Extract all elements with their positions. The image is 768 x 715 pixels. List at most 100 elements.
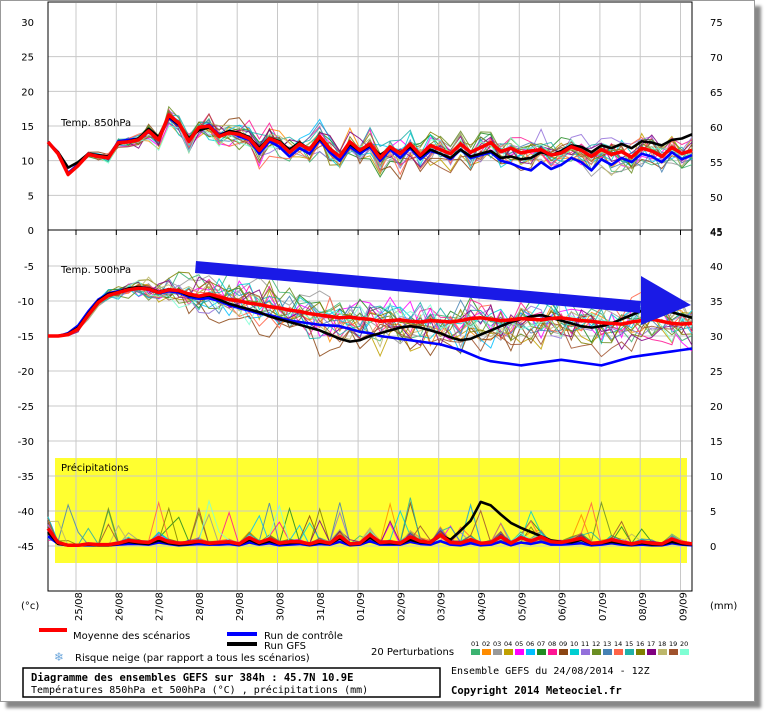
left-tick-label: 15 [21, 122, 34, 133]
right-tick-label: 0 [710, 542, 716, 553]
perturbation-swatch [515, 649, 524, 655]
perturbation-swatch [504, 649, 513, 655]
info-title: Diagramme des ensembles GEFS sur 384h : … [31, 672, 353, 684]
right-tick-label: 25 [710, 367, 723, 378]
perturbation-swatch [537, 649, 546, 655]
grid [48, 3, 692, 590]
left-tick-label: 10 [21, 157, 34, 168]
info-copyright: Copyright 2014 Meteociel.fr [451, 685, 622, 697]
perturbation-id: 17 [647, 640, 655, 648]
legend: Moyenne des scénarios Run de contrôle Ru… [39, 628, 689, 664]
mean-series-line [46, 527, 693, 548]
left-tick-label: -10 [18, 297, 34, 308]
panel-title-850: Temp. 850hPa [60, 118, 131, 129]
perturbation-id: 18 [658, 640, 666, 648]
perturbation-swatch [482, 649, 491, 655]
legend-control-label: Run de contrôle [264, 630, 343, 642]
right-tick-label: 35 [710, 297, 723, 308]
left-tick-label: 5 [28, 191, 34, 202]
right-tick-label: 10 [710, 472, 723, 483]
legend-gfs-label: Run GFS [264, 641, 306, 652]
series-layer [46, 105, 693, 548]
x-tick-label: 27/08 [155, 592, 166, 621]
perturbation-id: 15 [625, 640, 633, 648]
perturbation-id: 11 [581, 640, 589, 648]
perturbation-swatch [636, 649, 645, 655]
perturbation-id: 05 [515, 640, 523, 648]
x-tick-label: 03/09 [437, 592, 448, 621]
perturbation-id: 14 [614, 640, 622, 648]
perturbation-swatch [548, 649, 557, 655]
perturbation-swatch [526, 649, 535, 655]
perturbation-id: 16 [636, 640, 644, 648]
left-tick-label: -20 [18, 367, 34, 378]
left-tick-label: -25 [18, 402, 34, 413]
mean-series-line [46, 113, 693, 177]
right-tick-label: 40 [710, 262, 723, 273]
perturbation-swatch [669, 649, 678, 655]
perturbation-line [47, 280, 693, 343]
perturbation-swatch [559, 649, 568, 655]
left-tick-label: 25 [21, 53, 34, 64]
legend-mean-label: Moyenne des scénarios [73, 630, 190, 642]
right-tick-label: 15 [710, 437, 723, 448]
x-tick-label: 08/09 [638, 592, 649, 621]
perturbation-swatch [592, 649, 601, 655]
perturbation-id: 12 [592, 640, 600, 648]
perturbation-id: 06 [526, 640, 534, 648]
perturbation-legend: 01 02 03 04 05 06 07 08 09 10 11 12 13 14 15 16 17 18 19 20 [471, 640, 689, 655]
x-tick-label: 05/09 [517, 592, 528, 621]
x-tick-label: 02/09 [396, 592, 407, 621]
trend-arrow-icon [195, 261, 691, 325]
legend-perturbations-label: 20 Perturbations [371, 647, 454, 658]
perturbation-swatch [570, 649, 579, 655]
left-tick-label: 30 [21, 18, 34, 29]
x-tick-label: 07/09 [598, 592, 609, 621]
right-tick-label: 45 [710, 227, 723, 238]
perturbation-id: 04 [504, 640, 512, 648]
left-tick-label: -40 [18, 507, 34, 518]
perturbation-id: 19 [669, 640, 677, 648]
perturbation-id: 02 [482, 640, 490, 648]
left-tick-label: -30 [18, 437, 34, 448]
plot-border [47, 1, 693, 592]
left-tick-label: -45 [18, 542, 34, 553]
right-tick-label: 55 [710, 158, 723, 169]
info-subtitle: Températures 850hPa et 500hPa (°C) , pré… [31, 684, 368, 696]
perturbation-id: 03 [493, 640, 501, 648]
perturbation-id: 07 [537, 640, 545, 648]
x-tick-label: 01/09 [356, 592, 367, 621]
info-run: Ensemble GEFS du 24/08/2014 - 12Z [451, 666, 650, 677]
perturbation-swatch [680, 649, 689, 655]
x-tick-label: 06/09 [558, 592, 569, 621]
right-unit-label: (mm) [710, 601, 737, 612]
chart-frame: 30 25 20 15 10 5 0 -5 -10 -15 -20 -25 -30 -35 -40 -45 7… [0, 0, 755, 702]
perturbation-swatch [614, 649, 623, 655]
perturbation-id: 10 [570, 640, 578, 648]
control-series-line [47, 535, 693, 547]
perturbation-id: 20 [680, 640, 688, 648]
perturbation-swatch [493, 649, 502, 655]
perturbation-id: 13 [603, 640, 611, 648]
left-unit-label: (°c) [21, 601, 39, 612]
panel-0-series [46, 105, 693, 181]
right-tick-label: 20 [710, 402, 723, 413]
x-tick-label: 28/08 [195, 592, 206, 621]
x-tick-label: 09/09 [679, 592, 690, 621]
left-tick-label: -35 [18, 472, 34, 483]
perturbation-swatch [658, 649, 667, 655]
x-tick-label: 25/08 [74, 592, 85, 621]
right-tick-label: 5 [710, 507, 716, 518]
right-tick-label: 30 [710, 332, 723, 343]
x-tick-label: 30/08 [276, 592, 287, 621]
perturbation-line [47, 276, 693, 351]
right-tick-label: 60 [710, 123, 723, 134]
perturbation-swatch [581, 649, 590, 655]
perturbation-id: 08 [548, 640, 556, 648]
left-tick-label: 0 [28, 226, 34, 237]
perturbation-swatch [603, 649, 612, 655]
panel-title-precip: Précipitations [61, 462, 129, 474]
x-axis-ticks: 25/08 26/08 27/08 28/08 29/08 30/08 31/08 01/09… [74, 592, 690, 621]
